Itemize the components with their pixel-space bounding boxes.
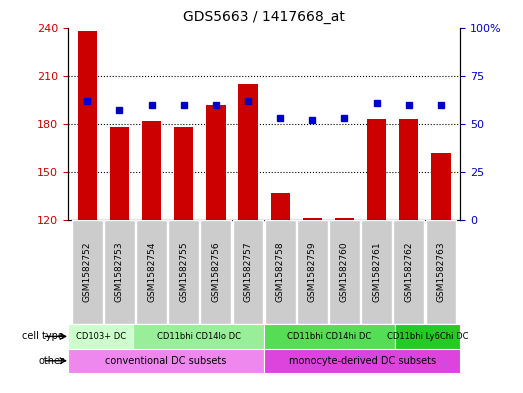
Bar	[367, 119, 386, 220]
Text: cell type: cell type	[22, 331, 64, 342]
Bar	[297, 220, 328, 324]
Bar	[329, 220, 360, 324]
Text: GSM1582757: GSM1582757	[244, 242, 253, 303]
Bar	[238, 84, 258, 220]
Text: GSM1582760: GSM1582760	[340, 242, 349, 303]
Bar	[264, 324, 395, 349]
Bar	[426, 220, 457, 324]
Bar	[264, 349, 460, 373]
Text: GSM1582763: GSM1582763	[437, 242, 446, 303]
Bar	[206, 105, 225, 220]
Bar	[303, 219, 322, 220]
Text: GSM1582753: GSM1582753	[115, 242, 124, 303]
Bar	[335, 219, 354, 220]
Bar	[393, 220, 424, 324]
Bar	[136, 220, 167, 324]
Text: conventional DC subsets: conventional DC subsets	[105, 356, 227, 366]
Bar	[174, 127, 194, 220]
Text: CD11bhi CD14lo DC: CD11bhi CD14lo DC	[157, 332, 241, 341]
Bar	[233, 220, 264, 324]
Bar	[431, 152, 451, 220]
Title: GDS5663 / 1417668_at: GDS5663 / 1417668_at	[183, 10, 345, 24]
Text: CD11bhi CD14hi DC: CD11bhi CD14hi DC	[287, 332, 372, 341]
Text: GSM1582758: GSM1582758	[276, 242, 285, 303]
Bar	[168, 220, 199, 324]
Bar	[77, 31, 97, 220]
Bar	[270, 193, 290, 220]
Bar	[104, 220, 135, 324]
Bar	[110, 127, 129, 220]
Bar	[399, 119, 418, 220]
Bar	[142, 121, 161, 220]
Text: CD11bhi Ly6Chi DC: CD11bhi Ly6Chi DC	[387, 332, 468, 341]
Text: GSM1582759: GSM1582759	[308, 242, 317, 303]
Bar	[200, 220, 231, 324]
Bar	[72, 220, 103, 324]
Bar	[133, 324, 264, 349]
Text: GSM1582756: GSM1582756	[211, 242, 220, 303]
Text: GSM1582762: GSM1582762	[404, 242, 413, 302]
Bar	[395, 324, 460, 349]
Text: CD103+ DC: CD103+ DC	[76, 332, 126, 341]
Bar	[68, 349, 264, 373]
Bar	[361, 220, 392, 324]
Text: GSM1582752: GSM1582752	[83, 242, 92, 302]
Text: monocyte-derived DC subsets: monocyte-derived DC subsets	[289, 356, 436, 366]
Text: other: other	[38, 356, 64, 366]
Bar	[68, 324, 133, 349]
Text: GSM1582754: GSM1582754	[147, 242, 156, 302]
Bar	[265, 220, 295, 324]
Text: GSM1582755: GSM1582755	[179, 242, 188, 303]
Text: GSM1582761: GSM1582761	[372, 242, 381, 303]
